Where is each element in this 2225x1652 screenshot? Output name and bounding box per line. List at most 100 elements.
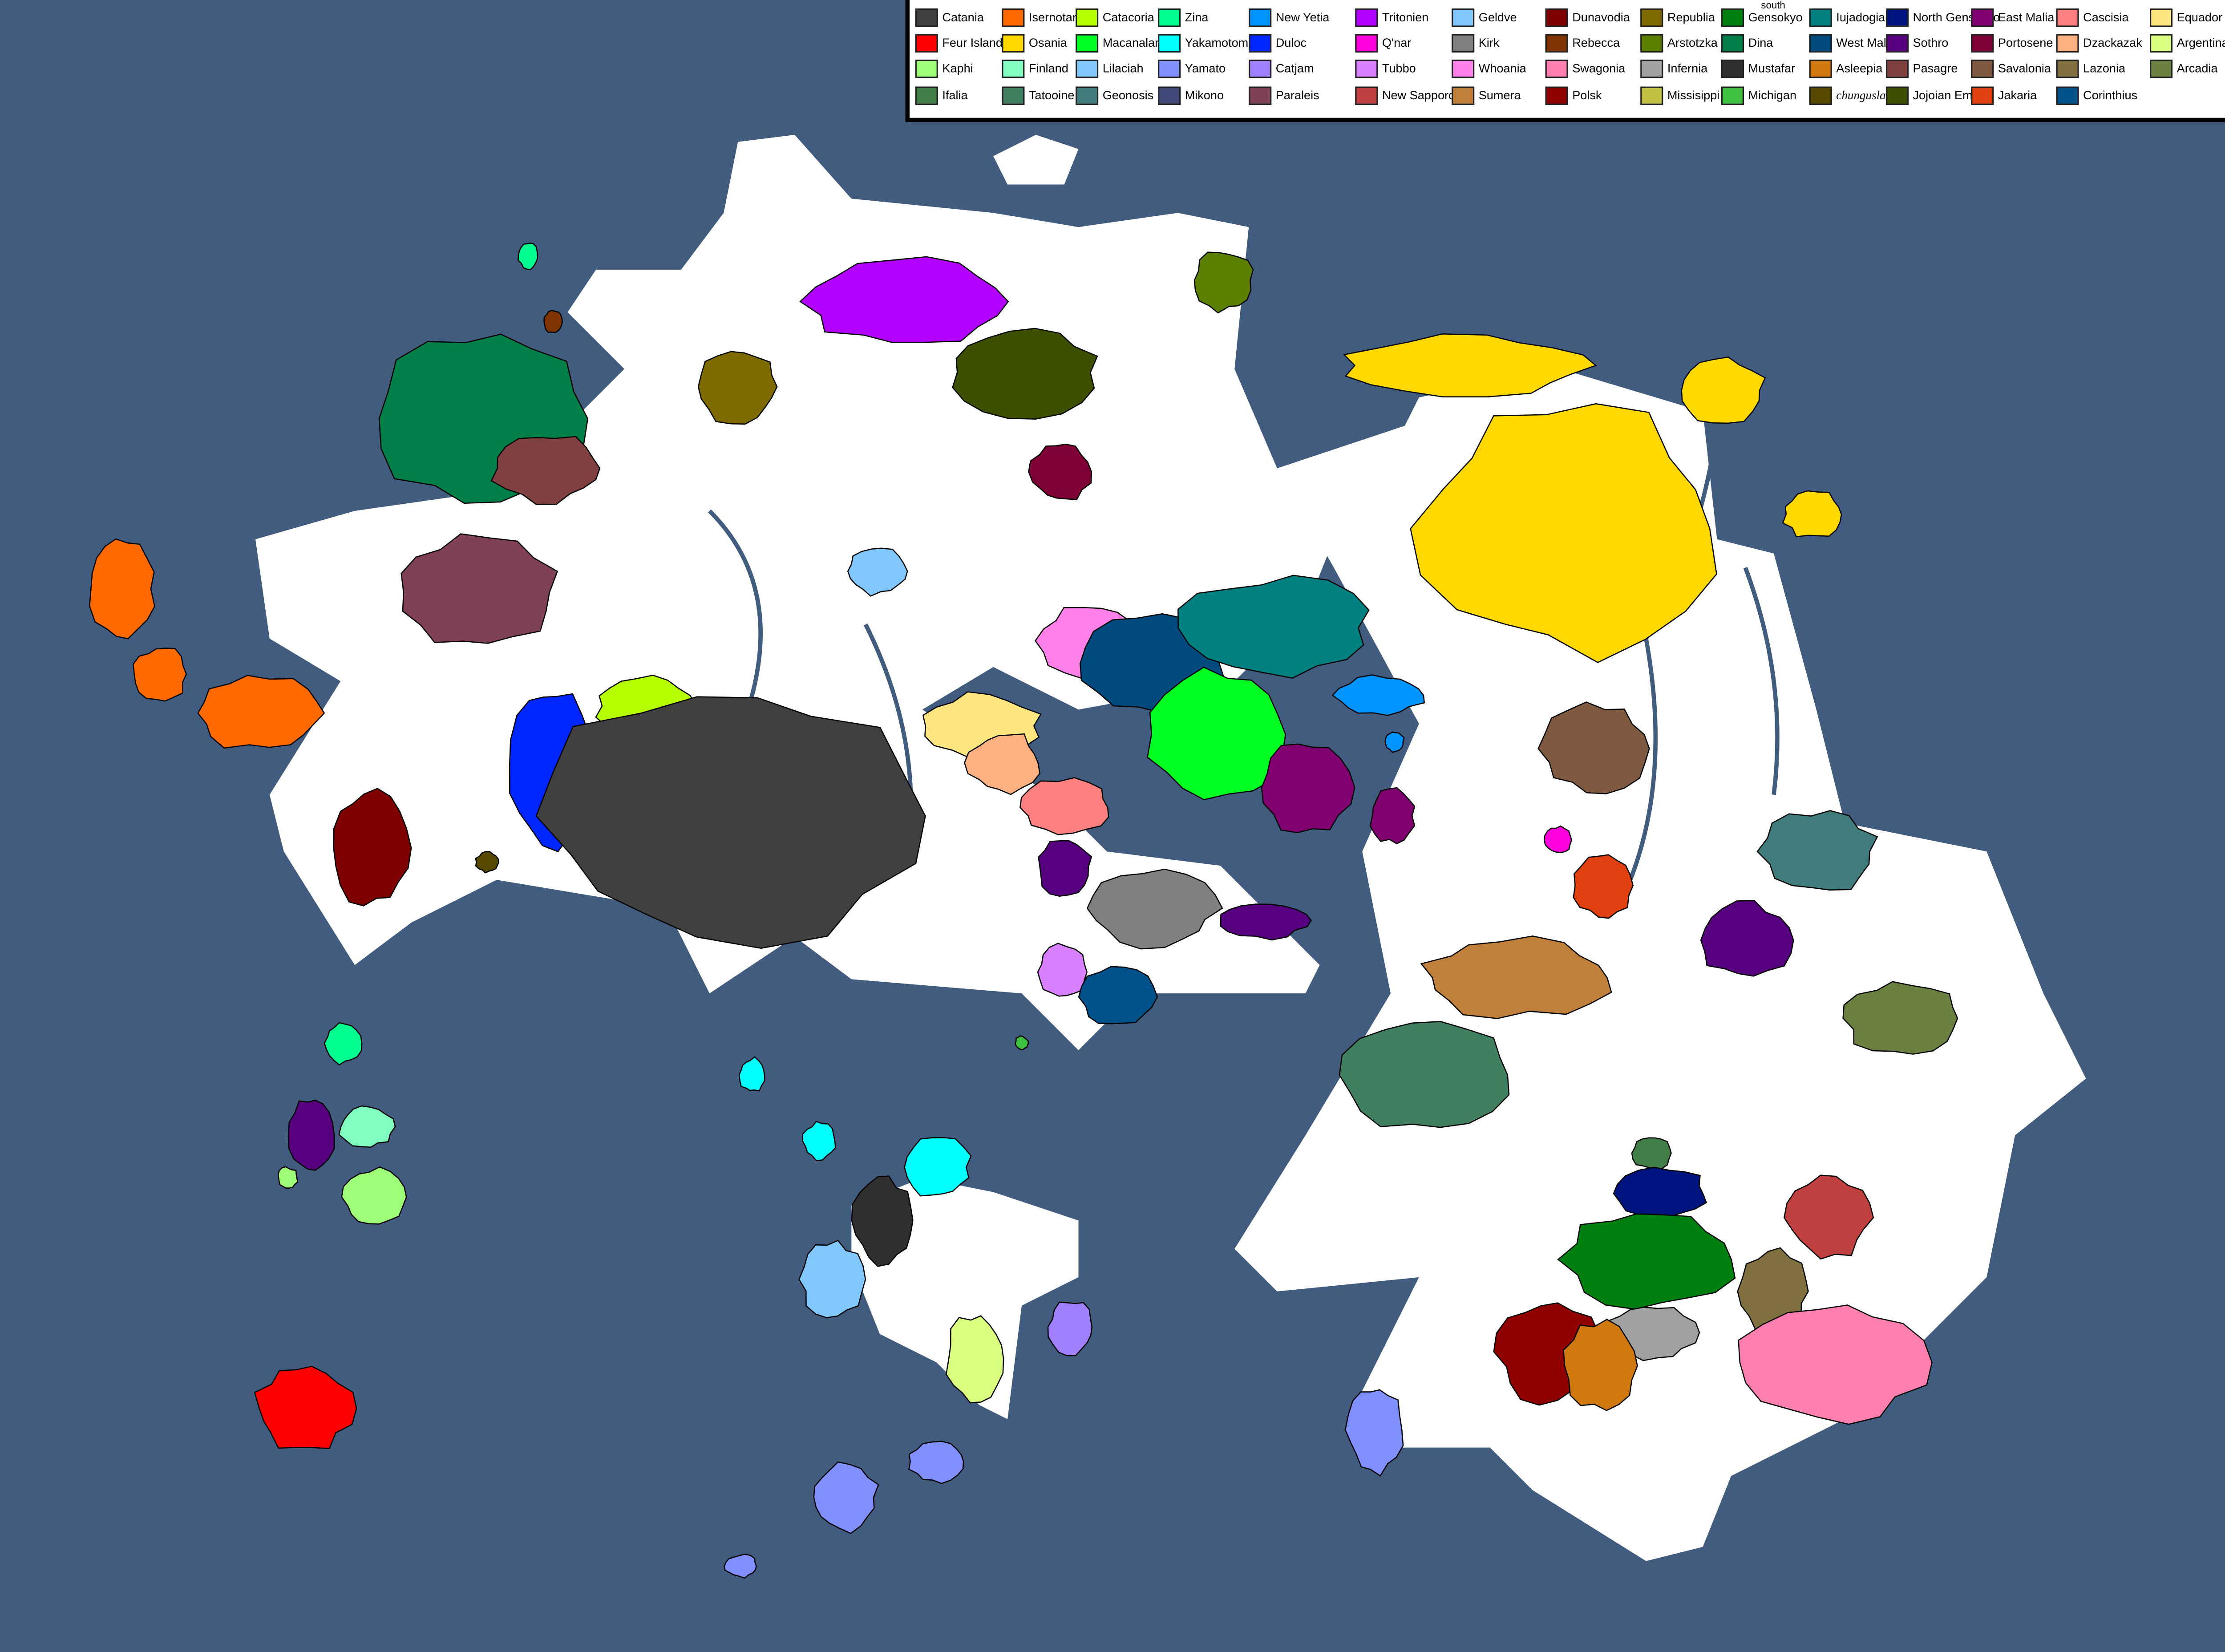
country-ifalia xyxy=(1631,1137,1672,1170)
legend-swatch xyxy=(1355,8,1378,26)
legend-swatch xyxy=(1971,33,1994,52)
country-isernotaria xyxy=(197,675,325,749)
legend-label: Gensokyo xyxy=(1748,10,1803,24)
legend-swatch xyxy=(1076,8,1099,26)
legend-label: Tubbo xyxy=(1382,61,1416,76)
legend-swatch xyxy=(1721,8,1744,26)
legend-swatch xyxy=(1809,33,1832,52)
legend-item: Gensokyo xyxy=(1721,7,1803,27)
legend-item: Q'nar xyxy=(1355,32,1411,53)
country-osania xyxy=(1681,356,1766,424)
legend-label: Kaphi xyxy=(942,61,973,76)
legend-item: Equador xyxy=(2150,7,2222,27)
country-isernotaria xyxy=(89,538,155,640)
legend-label: Sothro xyxy=(1913,35,1949,50)
legend-label: Feur Island xyxy=(942,35,1003,50)
legend-swatch xyxy=(1249,85,1272,105)
country-yamato xyxy=(908,1441,964,1484)
legend-item: Infernia xyxy=(1640,58,1707,78)
legend-swatch xyxy=(1158,33,1181,52)
country-lilaciah xyxy=(798,1239,866,1319)
country-asleepia xyxy=(1563,1319,1638,1411)
country-michigan xyxy=(1015,1035,1029,1051)
north-islands xyxy=(993,134,1079,185)
legend-label: Asleepia xyxy=(1836,61,1883,76)
legend-item: Macanaland xyxy=(1076,32,1168,53)
country-isernotaria xyxy=(133,648,187,702)
legend-item: Geonosis xyxy=(1076,85,1153,105)
legend-label: Portosene xyxy=(1998,35,2053,50)
country-new-sapporo xyxy=(1783,1174,1874,1260)
legend-label: Q'nar xyxy=(1382,35,1412,50)
country-zina xyxy=(324,1022,363,1066)
legend-item: Sothro xyxy=(1885,32,1949,53)
legend-item: Dzackazak xyxy=(2056,32,2142,53)
legend-item: Pasagre xyxy=(1885,58,1958,78)
country-yakamotomoto xyxy=(802,1121,836,1162)
legend-label: Swagonia xyxy=(1572,61,1626,76)
country-cascisia xyxy=(1019,777,1109,835)
legend-label: Lilaciah xyxy=(1102,61,1144,76)
country-arstotzka xyxy=(1193,251,1254,314)
legend-label: Mikono xyxy=(1185,88,1224,102)
legend-item: Jakaria xyxy=(1971,85,2037,105)
country-dunavodia xyxy=(333,788,412,907)
legend-item: Ifalia xyxy=(915,85,968,105)
country-corinthius xyxy=(1078,966,1158,1024)
country-zina xyxy=(518,242,538,271)
legend-label: Geldve xyxy=(1478,10,1517,24)
legend-swatch xyxy=(1545,8,1568,26)
country-iujadogia xyxy=(1177,575,1370,679)
legend-swatch xyxy=(1002,33,1025,52)
legend-label: Cascisia xyxy=(2083,10,2129,24)
legend-swatch xyxy=(1452,85,1475,105)
legend-swatch xyxy=(1158,85,1181,105)
legend-swatch xyxy=(1076,33,1099,52)
legend-label: Dzackazak xyxy=(2083,35,2142,50)
legend-swatch xyxy=(1545,33,1568,52)
legend-swatch xyxy=(1355,33,1378,52)
country-dzackazak xyxy=(964,733,1041,795)
country-macanaland xyxy=(1147,666,1286,801)
country-jakaria xyxy=(1573,854,1634,919)
country-savalonia xyxy=(1537,701,1650,794)
country-arcadia xyxy=(1842,981,1958,1055)
legend-item: Portosene xyxy=(1971,32,2053,53)
legend-swatch xyxy=(1971,59,1994,77)
legend-label: Lazonia xyxy=(2083,61,2126,76)
legend-label: Jakaria xyxy=(1998,88,2037,102)
gensokyo-prefix: south xyxy=(1761,1,1785,12)
legend-item: chungusland xyxy=(1809,85,1898,105)
legend-swatch xyxy=(1640,85,1663,105)
legend-item: Lilaciah xyxy=(1076,58,1144,78)
legend-swatch xyxy=(1452,59,1475,77)
east-continent xyxy=(1234,369,2086,1561)
country-portosene xyxy=(1028,443,1092,500)
legend-item: Osania xyxy=(1002,32,1067,53)
legend-item: Swagonia xyxy=(1545,58,1626,78)
legend-item: Tritonien xyxy=(1355,7,1428,27)
legend-item: East Malia xyxy=(1971,7,2054,27)
legend-swatch xyxy=(1545,85,1568,105)
legend-item: New Sapporo xyxy=(1355,85,1455,105)
legend-swatch xyxy=(1355,59,1378,77)
legend-label: Sumera xyxy=(1478,88,1521,102)
country-yakamotomoto xyxy=(738,1056,765,1092)
legend-swatch xyxy=(1002,8,1025,26)
legend-label: Rebecca xyxy=(1572,35,1620,50)
legend-swatch xyxy=(1885,8,1909,26)
country-osania xyxy=(1782,490,1842,538)
legend-swatch xyxy=(1640,8,1663,26)
legend-label: Catjam xyxy=(1275,61,1314,76)
legend-item: Arstotzka xyxy=(1640,32,1718,53)
legend-swatch xyxy=(1452,33,1475,52)
legend-item: Savalonia xyxy=(1971,58,2051,78)
legend-swatch xyxy=(1158,59,1181,77)
country-kaphi xyxy=(341,1166,407,1225)
country-feur-island xyxy=(254,1365,357,1450)
legend-swatch xyxy=(1971,8,1994,26)
legend-swatch xyxy=(1885,33,1909,52)
legend-label: Mustafar xyxy=(1748,61,1796,76)
legend-label: East Malia xyxy=(1998,10,2055,24)
country-sumera xyxy=(1420,935,1612,1019)
